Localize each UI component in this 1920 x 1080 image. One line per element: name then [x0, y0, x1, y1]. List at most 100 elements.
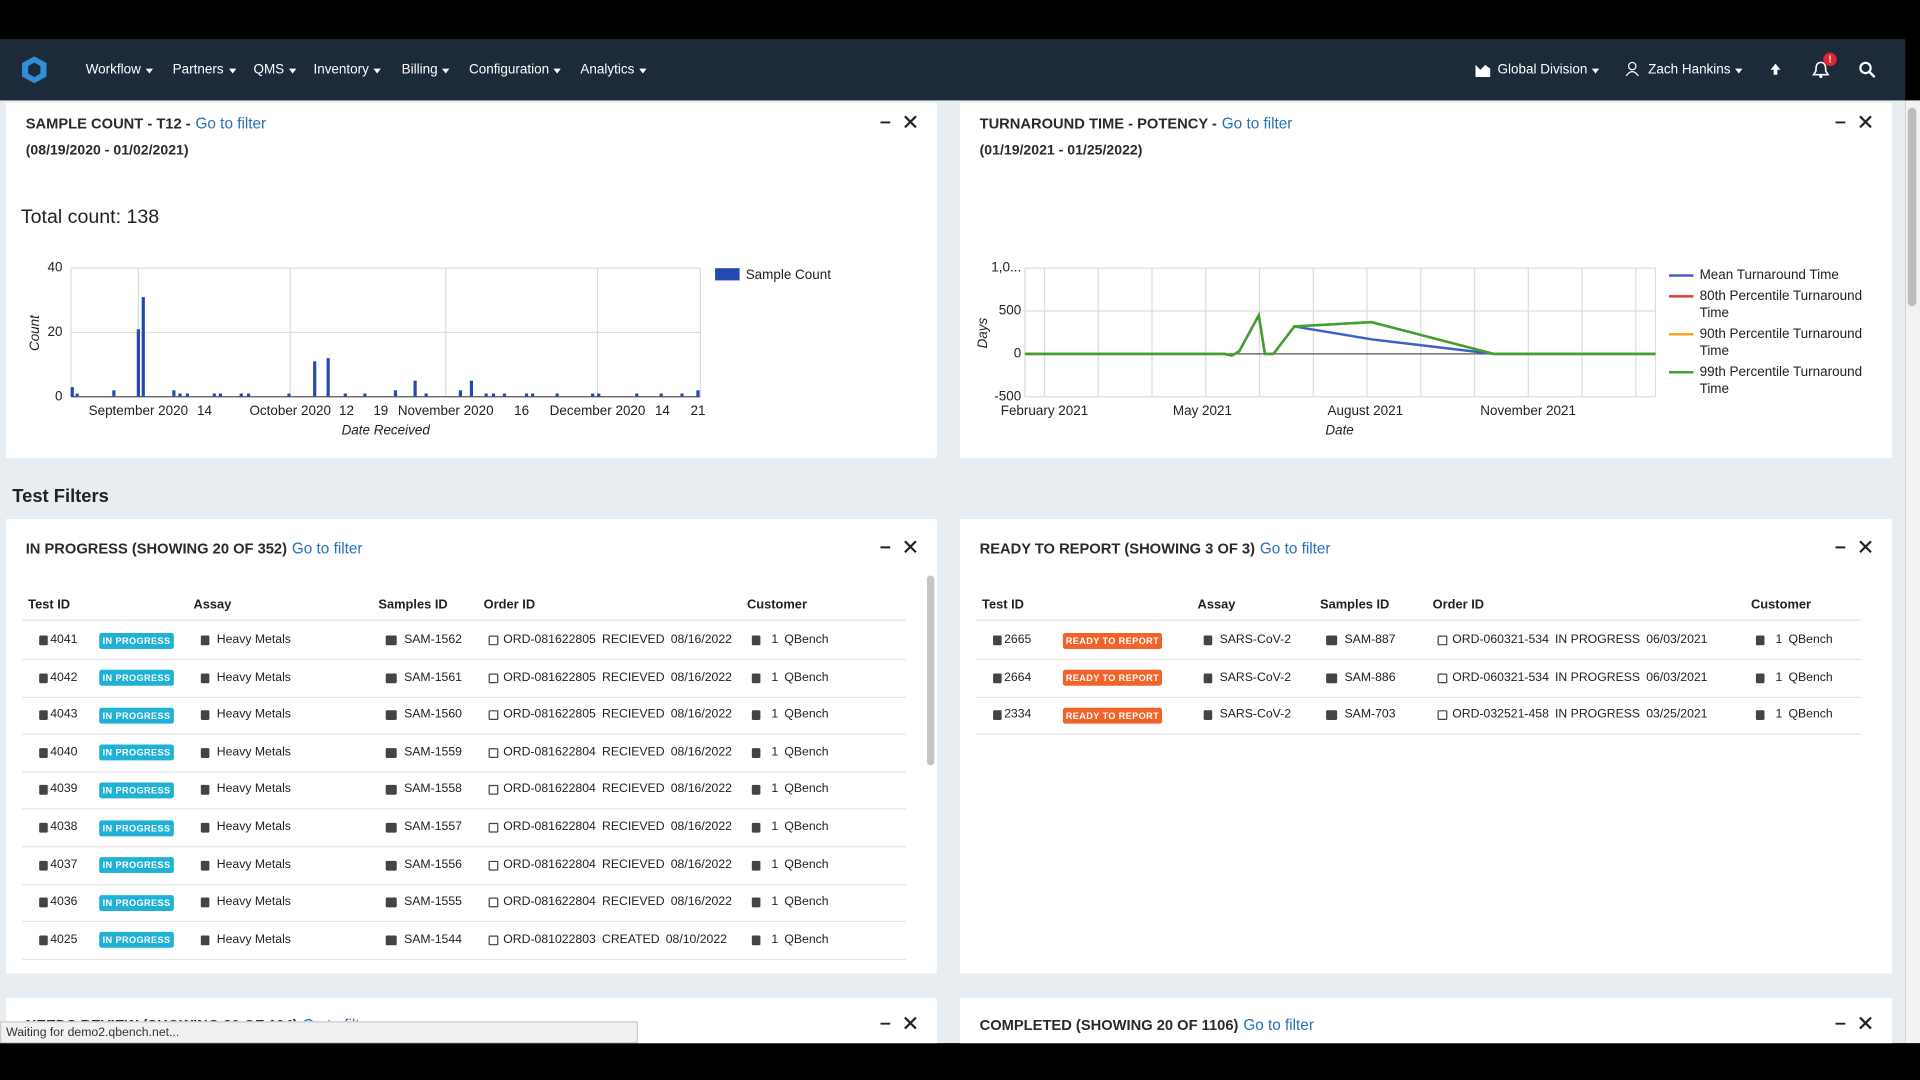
- customer-name[interactable]: QBench: [784, 857, 829, 872]
- test-icon: [993, 672, 1002, 683]
- filter-link[interactable]: Go to filter: [195, 115, 267, 133]
- column-header[interactable]: Customer: [1751, 597, 1812, 613]
- test-id[interactable]: 2334: [1004, 707, 1032, 722]
- column-header[interactable]: Assay: [1197, 597, 1236, 613]
- bar: [363, 393, 367, 397]
- nav-item[interactable]: Workflow: [86, 61, 154, 78]
- order-id[interactable]: ORD-032521-458: [1452, 707, 1549, 722]
- order-id[interactable]: ORD-081622805: [503, 670, 596, 684]
- sample-id[interactable]: SAM-1557: [404, 820, 462, 834]
- bar: [185, 393, 189, 397]
- nav-item[interactable]: Inventory: [313, 61, 382, 78]
- test-id[interactable]: 4039: [50, 782, 78, 797]
- nav-item[interactable]: Configuration: [469, 61, 562, 78]
- order-id[interactable]: ORD-060321-534: [1452, 633, 1549, 647]
- column-header[interactable]: Order ID: [483, 597, 536, 613]
- filter-link[interactable]: Go to filter: [1259, 540, 1331, 558]
- customer-name[interactable]: QBench: [1788, 707, 1833, 722]
- sample-id[interactable]: SAM-1556: [404, 857, 462, 872]
- sample-id[interactable]: SAM-1558: [404, 782, 462, 797]
- customer-name[interactable]: QBench: [784, 707, 829, 722]
- sample-id[interactable]: SAM-1562: [404, 633, 462, 647]
- filter-link[interactable]: Go to filter: [291, 540, 363, 558]
- user-menu[interactable]: Zach Hankins: [1648, 61, 1744, 78]
- nav-item[interactable]: QMS: [253, 61, 297, 78]
- test-id[interactable]: 4041: [50, 633, 78, 647]
- sample-id[interactable]: SAM-887: [1344, 633, 1396, 647]
- close-button[interactable]: [1859, 540, 1872, 554]
- customer-name[interactable]: QBench: [784, 895, 829, 909]
- division-menu[interactable]: Global Division: [1498, 61, 1601, 78]
- table-scroll-thumb[interactable]: [926, 575, 935, 766]
- page-scrollbar[interactable]: [1905, 100, 1920, 1044]
- sample-id[interactable]: SAM-703: [1344, 707, 1396, 722]
- test-id[interactable]: 4043: [50, 707, 78, 722]
- customer-name[interactable]: QBench: [1788, 633, 1833, 647]
- column-header[interactable]: Samples ID: [378, 597, 448, 613]
- filter-link[interactable]: Go to filter: [1221, 115, 1293, 133]
- customer-name[interactable]: QBench: [784, 670, 829, 684]
- column-header[interactable]: Test ID: [28, 597, 71, 613]
- panel-title-text: COMPLETED (SHOWING 20 OF 1106): [979, 1016, 1239, 1034]
- search-button[interactable]: [1859, 61, 1876, 79]
- sample-id[interactable]: SAM-1560: [404, 707, 462, 722]
- column-header[interactable]: Test ID: [982, 597, 1024, 613]
- customer-name[interactable]: QBench: [784, 782, 829, 797]
- column-header[interactable]: Order ID: [1432, 597, 1485, 613]
- sample-id[interactable]: SAM-886: [1344, 670, 1396, 684]
- test-id[interactable]: 4037: [50, 857, 78, 872]
- column-header[interactable]: Samples ID: [1320, 597, 1390, 613]
- order-id[interactable]: ORD-081622804: [503, 895, 596, 909]
- close-button[interactable]: [904, 115, 917, 129]
- order-id[interactable]: ORD-081622804: [503, 745, 596, 759]
- customer-name[interactable]: QBench: [784, 932, 829, 947]
- test-id[interactable]: 2664: [1004, 670, 1032, 684]
- bar: [172, 390, 176, 397]
- nav-item[interactable]: Partners: [173, 61, 236, 78]
- logo[interactable]: [20, 55, 49, 84]
- test-id[interactable]: 4036: [50, 895, 78, 909]
- customer-name[interactable]: QBench: [784, 820, 829, 834]
- order-id[interactable]: ORD-081622804: [503, 857, 596, 872]
- test-id[interactable]: 4025: [50, 932, 78, 947]
- order-id[interactable]: ORD-081622805: [503, 707, 596, 722]
- order-cell: ORD-081622804 RECIEVED 08/16/2022: [503, 895, 732, 910]
- customer-count: 1: [771, 820, 779, 834]
- close-button[interactable]: [1859, 115, 1872, 129]
- column-header[interactable]: Assay: [193, 597, 232, 613]
- upload-button[interactable]: [1768, 62, 1783, 77]
- test-id[interactable]: 2665: [1004, 633, 1032, 647]
- status-badge: IN PROGRESS: [99, 669, 174, 686]
- test-id[interactable]: 4042: [50, 670, 78, 684]
- sample-id[interactable]: SAM-1555: [404, 895, 462, 909]
- assay: Heavy Metals: [216, 670, 291, 684]
- order-id[interactable]: ORD-060321-534: [1452, 670, 1549, 684]
- customer-name[interactable]: QBench: [784, 745, 829, 759]
- order-status: RECIEVED: [601, 895, 665, 909]
- panel: READY TO REPORT (SHOWING 3 OF 3) Go to fi…: [960, 519, 1892, 974]
- sample-id[interactable]: SAM-1544: [404, 932, 462, 947]
- nav-item[interactable]: Billing: [402, 61, 451, 78]
- order-id[interactable]: ORD-081622805: [503, 633, 596, 647]
- bar: [502, 393, 507, 397]
- date-range: (08/19/2020 - 01/02/2021): [25, 143, 189, 158]
- filter-link[interactable]: Go to filter: [1243, 1016, 1314, 1034]
- bar: [326, 358, 330, 397]
- customer-name[interactable]: QBench: [1788, 670, 1833, 684]
- customer-name[interactable]: QBench: [784, 633, 829, 647]
- page-scroll-thumb[interactable]: [1907, 107, 1917, 307]
- test-id[interactable]: 4040: [50, 745, 78, 759]
- order-id[interactable]: ORD-081622804: [503, 820, 596, 834]
- close-button[interactable]: [904, 540, 917, 554]
- customer-icon: [1755, 635, 1765, 646]
- column-header[interactable]: Customer: [746, 597, 807, 613]
- sample-id[interactable]: SAM-1559: [404, 745, 462, 759]
- sample-id[interactable]: SAM-1561: [404, 670, 462, 684]
- nav-item[interactable]: Analytics: [580, 61, 647, 78]
- bar: [597, 393, 601, 397]
- close-button[interactable]: [904, 1016, 917, 1030]
- test-id[interactable]: 4038: [50, 820, 78, 834]
- close-button[interactable]: [1859, 1016, 1872, 1030]
- order-id[interactable]: ORD-081022803: [503, 932, 596, 947]
- order-id[interactable]: ORD-081622804: [503, 782, 596, 797]
